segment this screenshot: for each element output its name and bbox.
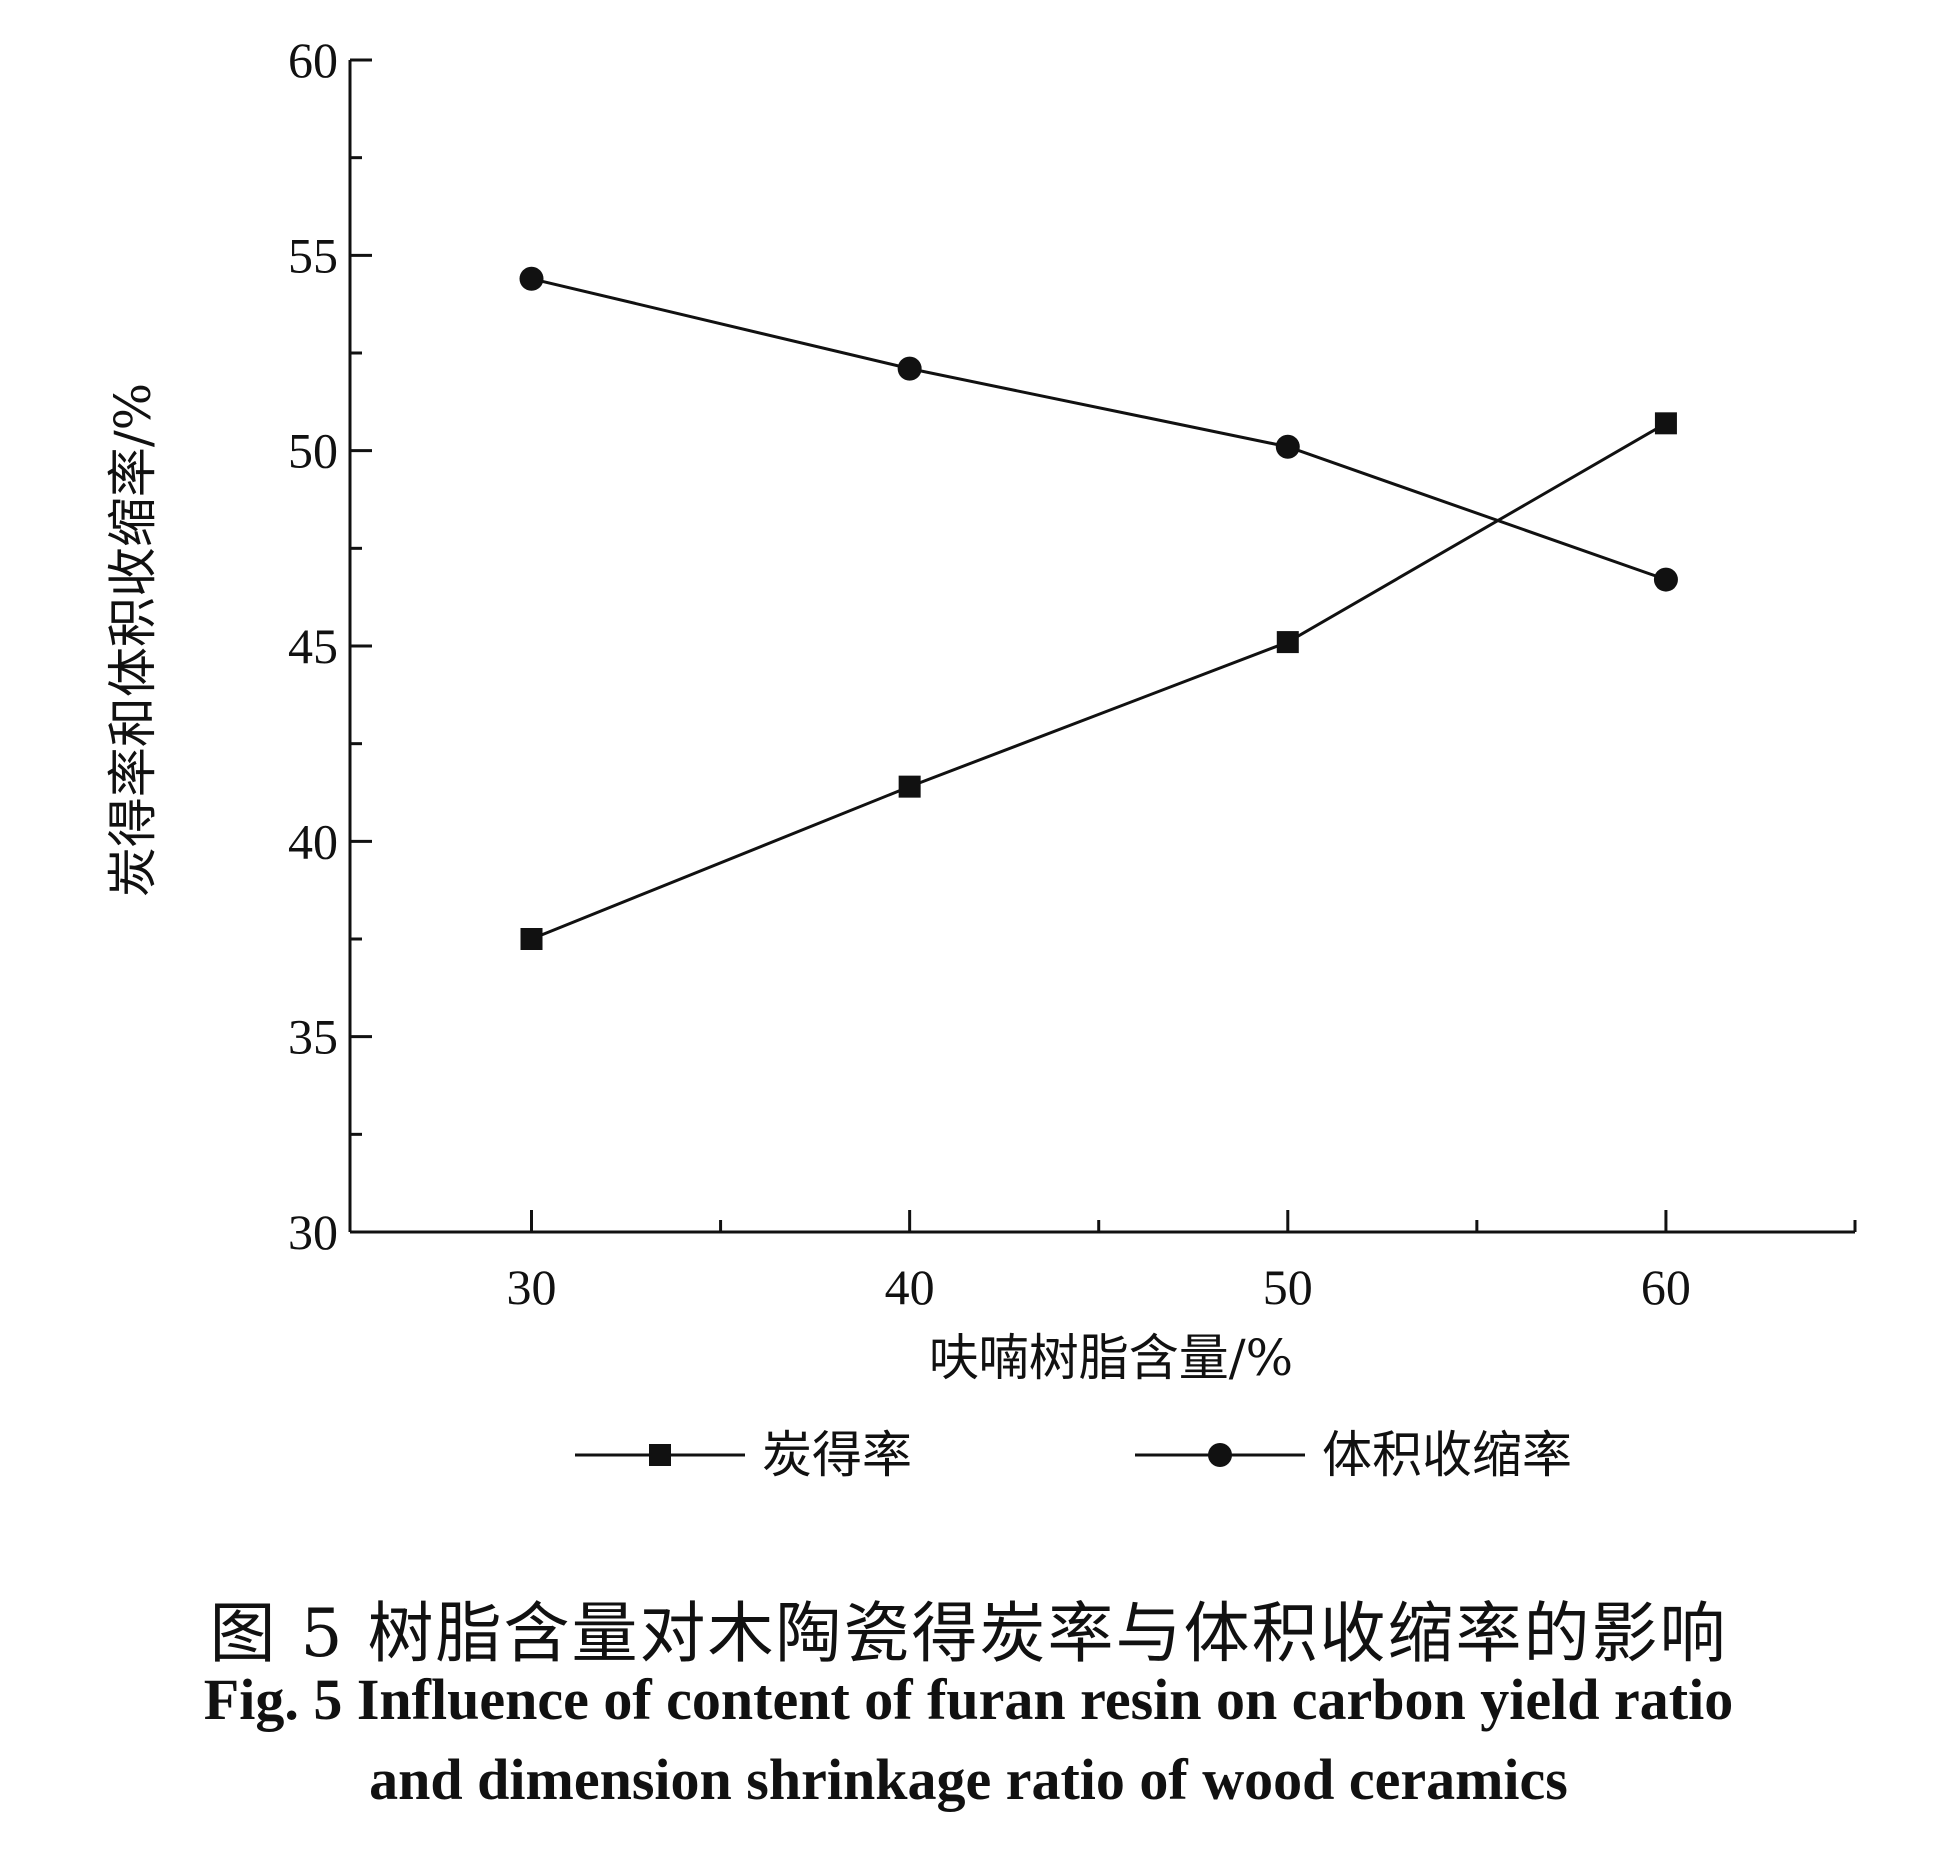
legend-label: 炭得率 [762, 1426, 912, 1484]
series-line-1 [530, 422, 1667, 941]
square-point [1654, 412, 1677, 435]
caption-en-line1: Fig. 5 Influence of content of furan res… [203, 1667, 1734, 1732]
x-tick-label: 40 [885, 1259, 935, 1315]
x-tick-label: 30 [507, 1259, 557, 1315]
circle-point [519, 266, 544, 291]
axes: 30 35 40 45 50 55 60 30 40 50 60 [288, 32, 1857, 1315]
legend-label: 体积收缩率 [1322, 1426, 1572, 1484]
y-tick-label: 35 [288, 1009, 338, 1065]
y-tick-label: 30 [288, 1204, 338, 1260]
figure-caption-en: Fig. 5 Influence of content of furan res… [0, 1660, 1937, 1820]
y-tick-label: 60 [288, 32, 338, 88]
figure-caption-cn: 图 5 树脂含量对木陶瓷得炭率与体积收缩率的影响 [209, 1595, 1728, 1672]
x-tick-label: 50 [1263, 1259, 1313, 1315]
legend-marker [649, 1444, 671, 1466]
caption-en-line2: and dimension shrinkage ratio of wood ce… [369, 1747, 1568, 1812]
series-group [519, 266, 1678, 950]
y-tick-label: 45 [288, 618, 338, 674]
series-line-2 [531, 277, 1667, 582]
circle-point [1275, 434, 1300, 459]
chart: 30 35 40 45 50 55 60 30 40 50 60 呋喃树脂含量/% 炭得率和体积收缩… [104, 32, 1857, 1484]
y-axis-title: 炭得率和体积收缩率/% [104, 383, 162, 897]
circle-point [897, 356, 922, 381]
y-tick-label: 55 [288, 227, 338, 283]
circle-point [1653, 567, 1678, 592]
square-point [1276, 631, 1299, 654]
legend: 炭得率 体积收缩率 [575, 1426, 1572, 1484]
x-axis-title: 呋喃树脂含量/% [929, 1329, 1293, 1387]
y-tick-label: 40 [288, 813, 338, 869]
legend-marker [1208, 1443, 1232, 1467]
y-tick-label: 50 [288, 423, 338, 479]
square-point [520, 928, 543, 950]
square-point [898, 775, 921, 798]
x-tick-label: 60 [1641, 1259, 1691, 1315]
